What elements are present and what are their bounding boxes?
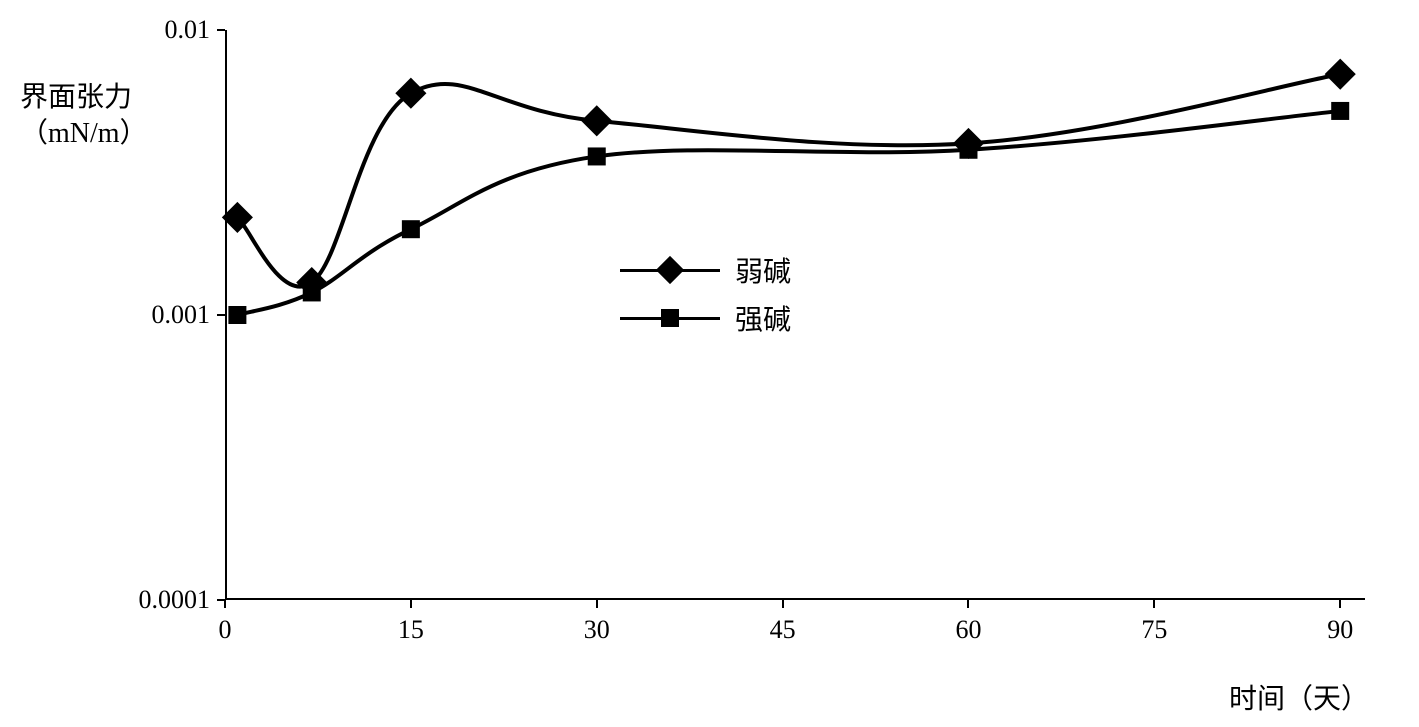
x-tick: [596, 600, 598, 608]
diamond-marker: [581, 105, 612, 136]
y-tick: [217, 314, 225, 316]
diamond-marker: [1325, 59, 1356, 90]
x-tick-label: 15: [398, 615, 424, 645]
legend-item: 强碱: [620, 298, 791, 338]
x-tick: [1153, 600, 1155, 608]
x-tick-label: 90: [1327, 615, 1353, 645]
legend-label: 弱碱: [735, 250, 791, 290]
y-tick-label: 0.0001: [100, 585, 210, 615]
square-marker: [303, 283, 321, 301]
x-tick: [967, 600, 969, 608]
chart-container: 界面张力 （mN/m） 时间（天） 0.00010.0010.01 015304…: [0, 0, 1419, 727]
legend-label: 强碱: [735, 298, 791, 338]
x-tick: [224, 600, 226, 608]
legend: 弱碱强碱: [620, 250, 791, 346]
square-marker: [228, 306, 246, 324]
legend-line: [620, 269, 720, 272]
x-tick: [410, 600, 412, 608]
x-tick-label: 75: [1141, 615, 1167, 645]
diamond-marker: [222, 202, 253, 233]
x-tick-label: 60: [955, 615, 981, 645]
square-marker: [1331, 102, 1349, 120]
y-tick-label: 0.001: [100, 300, 210, 330]
y-tick-label: 0.01: [100, 15, 210, 45]
diamond-icon: [656, 256, 684, 284]
square-icon: [661, 309, 679, 327]
legend-line: [620, 317, 720, 320]
legend-item: 弱碱: [620, 250, 791, 290]
x-tick-label: 0: [219, 615, 232, 645]
x-tick: [1339, 600, 1341, 608]
square-marker: [959, 141, 977, 159]
x-tick: [782, 600, 784, 608]
y-tick: [217, 29, 225, 31]
chart-svg: [0, 0, 1419, 727]
square-marker: [402, 220, 420, 238]
x-tick-label: 30: [584, 615, 610, 645]
square-marker: [588, 147, 606, 165]
x-tick-label: 45: [770, 615, 796, 645]
